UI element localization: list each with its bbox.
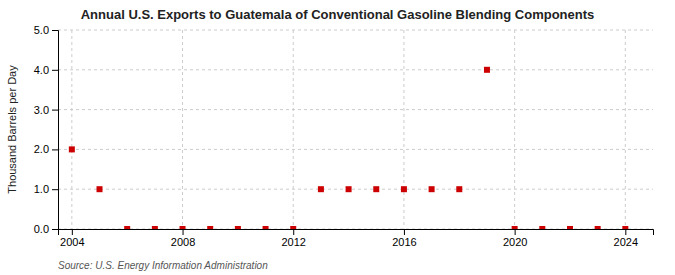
point bbox=[401, 186, 407, 192]
points bbox=[69, 67, 628, 229]
x-tick-mark bbox=[183, 229, 184, 235]
x-axis-line bbox=[59, 230, 654, 236]
grid-line-y bbox=[58, 109, 653, 110]
x-tick: 2012 bbox=[281, 229, 305, 248]
point bbox=[429, 186, 435, 192]
x-tick: 2020 bbox=[503, 229, 527, 248]
y-tick-mark bbox=[52, 70, 58, 71]
y-tick-mark bbox=[52, 30, 58, 31]
x-tick-mark bbox=[404, 229, 405, 235]
point bbox=[512, 226, 518, 229]
y-tick-label: 2.0 bbox=[34, 143, 49, 155]
x-tick-mark bbox=[625, 229, 626, 235]
point bbox=[567, 226, 573, 229]
chart: 2004 2008 2012 2016 2020 2024 0.0 1.0 2.0 3.0 4.0 5… bbox=[0, 0, 675, 275]
grid-line-y bbox=[58, 69, 653, 70]
grid-line-y bbox=[58, 189, 653, 190]
plot: 2004 2008 2012 2016 2020 2024 0.0 1.0 2.0 3.0 4.0 5… bbox=[34, 24, 654, 248]
point bbox=[235, 226, 241, 229]
y-tick-label: 1.0 bbox=[34, 183, 49, 195]
y-tick-label: 0.0 bbox=[34, 223, 49, 235]
y-axis: 0.0 1.0 2.0 3.0 4.0 5.0 bbox=[34, 24, 59, 235]
y-axis-line bbox=[52, 31, 59, 230]
x-tick-label: 2008 bbox=[171, 236, 195, 248]
point bbox=[290, 226, 296, 229]
point bbox=[346, 186, 352, 192]
x-tick-label: 2012 bbox=[281, 236, 305, 248]
point bbox=[539, 226, 545, 229]
point bbox=[97, 186, 103, 192]
point bbox=[484, 67, 490, 73]
x-tick-mark bbox=[72, 229, 73, 235]
grid-line-y bbox=[58, 149, 653, 150]
point bbox=[318, 186, 324, 192]
point bbox=[263, 226, 269, 229]
grid-line-x bbox=[625, 30, 626, 229]
x-tick: 2004 bbox=[60, 229, 84, 248]
y-tick-mark bbox=[52, 189, 58, 190]
point bbox=[124, 226, 130, 229]
grid-line-y bbox=[58, 30, 653, 31]
y-tick-mark bbox=[52, 149, 58, 150]
x-tick-label: 2020 bbox=[503, 236, 527, 248]
x-tick-label: 2016 bbox=[392, 236, 416, 248]
y-tick: 3.0 bbox=[34, 104, 58, 116]
point bbox=[207, 226, 213, 229]
x-axis: 2004 2008 2012 2016 2020 2024 bbox=[59, 229, 654, 248]
point bbox=[456, 186, 462, 192]
x-tick: 2024 bbox=[614, 229, 638, 248]
y-tick-label: 4.0 bbox=[34, 64, 49, 76]
x-tick: 2008 bbox=[171, 229, 195, 248]
point bbox=[180, 226, 186, 229]
x-tick-mark bbox=[515, 229, 516, 235]
point bbox=[69, 146, 75, 152]
x-tick: 2016 bbox=[392, 229, 416, 248]
y-tick: 0.0 bbox=[34, 223, 58, 235]
y-tick: 1.0 bbox=[34, 183, 58, 195]
source-note: Source: U.S. Energy Information Administ… bbox=[58, 260, 268, 271]
grid-line-x bbox=[71, 30, 72, 229]
y-tick-label: 3.0 bbox=[34, 104, 49, 116]
point bbox=[595, 226, 601, 229]
point bbox=[373, 186, 379, 192]
y-tick: 2.0 bbox=[34, 143, 58, 155]
point bbox=[622, 226, 628, 229]
grid-line-x bbox=[514, 30, 515, 229]
grid-line-x bbox=[403, 30, 404, 229]
title: Annual U.S. Exports to Guatemala of Conv… bbox=[81, 7, 595, 22]
y-axis-title: Thousand Barrels per Day bbox=[6, 65, 18, 194]
grid bbox=[58, 30, 653, 229]
y-tick: 4.0 bbox=[34, 64, 58, 76]
grid-line-x bbox=[182, 30, 183, 229]
y-tick-mark bbox=[52, 229, 58, 230]
x-tick-label: 2024 bbox=[614, 236, 638, 248]
point bbox=[152, 226, 158, 229]
x-tick-mark bbox=[293, 229, 294, 235]
y-tick-mark bbox=[52, 110, 58, 111]
y-tick-label: 5.0 bbox=[34, 24, 49, 36]
grid-line-x bbox=[293, 30, 294, 229]
x-tick-label: 2004 bbox=[60, 236, 84, 248]
y-tick: 5.0 bbox=[34, 24, 58, 36]
